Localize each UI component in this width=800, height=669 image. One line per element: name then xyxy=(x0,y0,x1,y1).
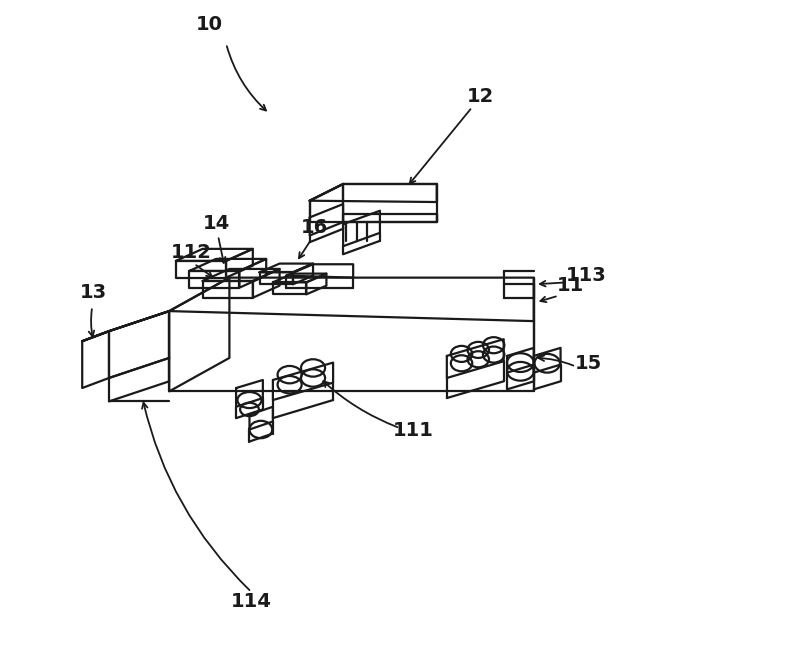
Text: 12: 12 xyxy=(467,87,494,106)
Text: 11: 11 xyxy=(558,276,585,295)
Text: 10: 10 xyxy=(196,15,223,34)
Text: 113: 113 xyxy=(566,266,606,285)
Text: 111: 111 xyxy=(394,421,434,440)
Text: 112: 112 xyxy=(171,243,212,262)
Text: 16: 16 xyxy=(301,218,328,237)
Text: 13: 13 xyxy=(80,283,107,302)
Text: 14: 14 xyxy=(202,214,230,233)
Text: 114: 114 xyxy=(231,593,272,611)
Text: 15: 15 xyxy=(575,355,602,373)
